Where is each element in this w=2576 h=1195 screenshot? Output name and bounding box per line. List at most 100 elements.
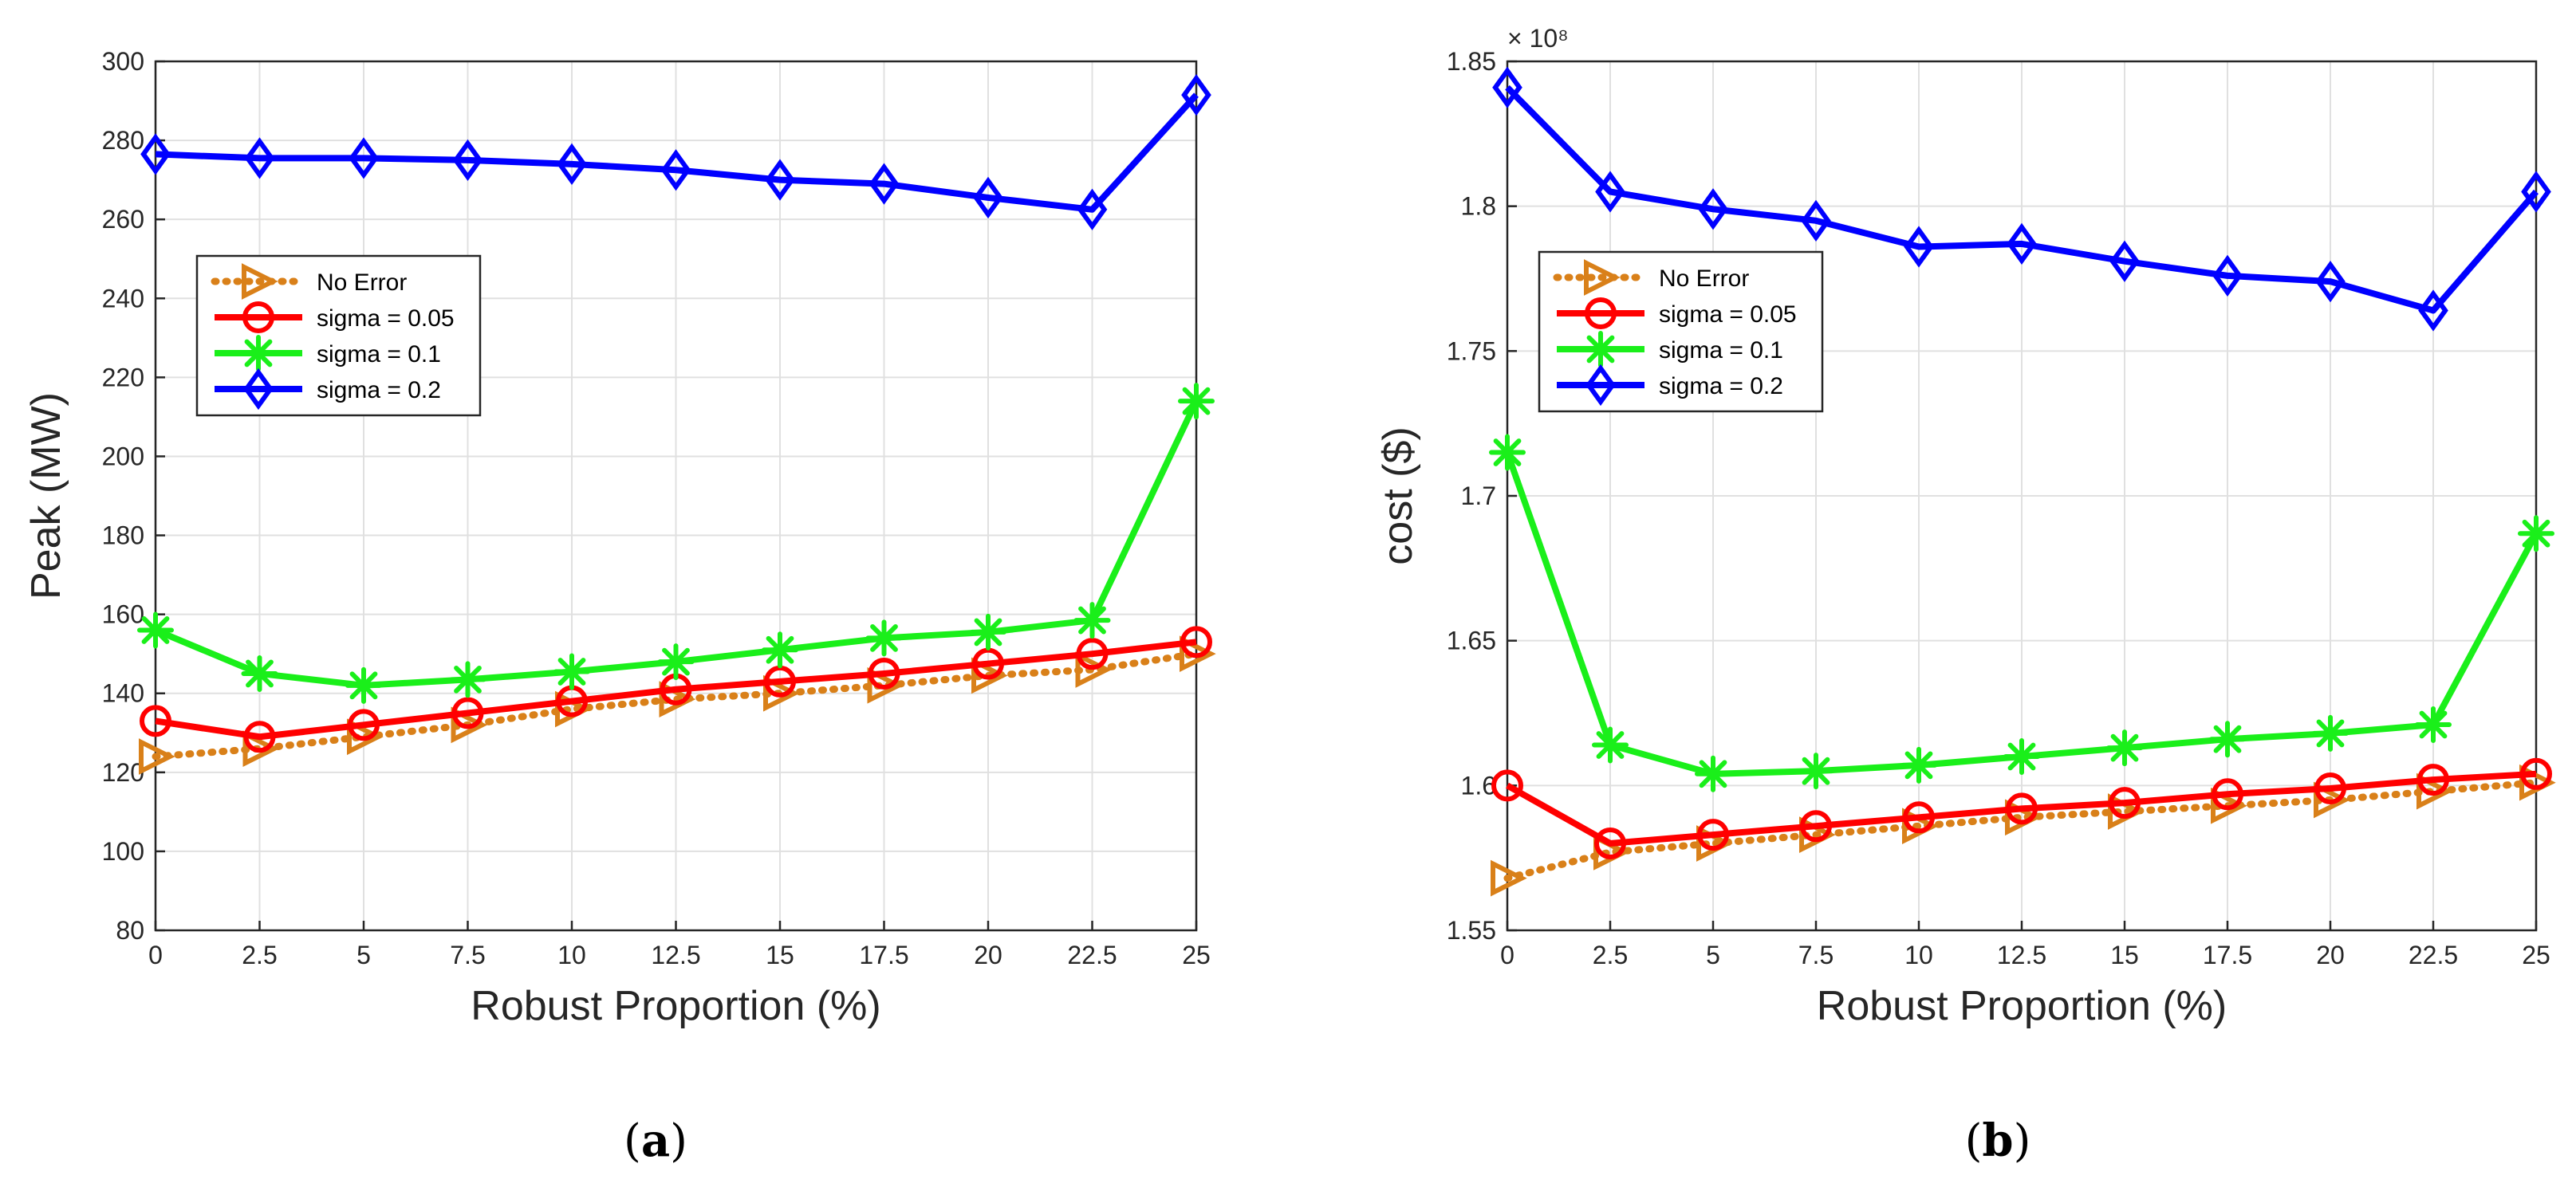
legend-marker <box>1582 331 1619 368</box>
data-point <box>1697 819 1729 851</box>
data-point <box>765 159 795 201</box>
x-tick-label: 7.5 <box>1798 941 1834 969</box>
y-tick-label: 220 <box>102 363 144 391</box>
series-sigma-0-2 <box>1492 66 2551 332</box>
y-tick-label: 1.75 <box>1447 336 1496 365</box>
x-tick-label: 17.5 <box>2203 941 2252 969</box>
data-point <box>241 654 278 692</box>
y-axis-label: cost ($) <box>1375 427 1421 564</box>
data-point <box>451 706 488 744</box>
y-tick-label: 1.55 <box>1447 916 1496 945</box>
legend-marker <box>1585 364 1616 407</box>
data-point <box>1492 66 1522 108</box>
x-axis-label: Robust Proportion (%) <box>1817 983 2227 1029</box>
y-axis: 80 100 120 140 160 180 200 220 240 260 280 300 <box>102 47 165 945</box>
data-point <box>2518 515 2554 552</box>
legend-label: sigma = 0.1 <box>1659 337 1783 364</box>
legend-label: sigma = 0.2 <box>1659 373 1783 399</box>
data-point <box>139 738 175 775</box>
data-point <box>1698 188 1728 230</box>
data-point <box>1695 755 1731 792</box>
series-line <box>1506 770 2537 847</box>
figure-caption: (b) <box>1965 1114 2031 1167</box>
y-tick-label: 200 <box>102 442 144 470</box>
x-tick-label: 15 <box>766 941 794 969</box>
data-point <box>553 653 590 690</box>
chart-a: 0 2.5 5 7.5 10 12.5 15 17.5 20 22.5 25 80 100 120 140 1… <box>23 47 1216 1167</box>
data-point <box>1180 635 1216 673</box>
data-point <box>347 718 384 756</box>
x-tick-label: 12.5 <box>651 941 700 969</box>
data-point <box>2007 222 2037 265</box>
y-tick-label: 240 <box>102 284 144 313</box>
x-tick-label: 12.5 <box>1997 941 2046 969</box>
x-tick-label: 5 <box>1706 941 1720 969</box>
data-point <box>2314 772 2346 804</box>
y-tick-label: 280 <box>102 126 144 155</box>
data-point <box>345 666 382 704</box>
y-tick-label: 140 <box>102 679 144 708</box>
legend-label: sigma = 0.1 <box>317 341 441 368</box>
y-tick-label: 80 <box>116 916 144 945</box>
figure-caption: (a) <box>624 1114 687 1167</box>
data-point <box>1592 726 1629 764</box>
series-line <box>1505 85 2539 314</box>
x-tick-label: 0 <box>1500 941 1514 969</box>
data-point <box>1181 73 1211 116</box>
data-point <box>1798 753 1834 790</box>
data-point <box>451 697 484 729</box>
y-tick-label: 1.85 <box>1447 47 1496 76</box>
data-point <box>1900 746 1937 784</box>
data-point <box>1491 859 1527 897</box>
data-point <box>1075 651 1113 688</box>
data-point <box>2415 706 2452 744</box>
data-point <box>452 139 483 181</box>
data-point <box>1594 827 1626 859</box>
data-point <box>1489 434 1526 471</box>
data-point <box>2418 289 2448 332</box>
series-sigma-0-2 <box>140 73 1211 230</box>
legend-marker <box>240 335 277 371</box>
legend-label: No Error <box>1659 265 1749 292</box>
y-tick-label: 180 <box>102 521 144 550</box>
data-point <box>1800 810 1832 843</box>
x-tick-label: 25 <box>1182 941 1211 969</box>
caption-paren-open: ( <box>624 1115 641 1167</box>
legend-marker <box>242 301 274 333</box>
data-point <box>2006 792 2038 825</box>
caption-letter: a <box>641 1114 670 1167</box>
data-point <box>660 149 691 191</box>
x-axis-label: Robust Proportion (%) <box>471 983 880 1029</box>
data-point <box>243 721 276 753</box>
data-point <box>137 611 174 649</box>
x-tick-label: 10 <box>557 941 586 969</box>
x-axis: 0 2.5 5 7.5 10 12.5 15 17.5 20 22.5 25 <box>1500 921 2550 969</box>
y-exponent-label: × 10⁸ <box>1507 24 1569 53</box>
series-sigma-0-05 <box>1491 757 2552 859</box>
caption-paren-close: ) <box>2014 1115 2031 1167</box>
y-tick-label: 1.8 <box>1461 192 1496 221</box>
x-tick-label: 20 <box>974 941 1002 969</box>
x-tick-label: 7.5 <box>450 941 485 969</box>
x-tick-label: 10 <box>1904 941 1933 969</box>
caption-paren-close: ) <box>670 1115 687 1167</box>
data-point <box>2211 787 2247 824</box>
data-point <box>1076 638 1109 670</box>
legend-label: sigma = 0.05 <box>1659 301 1797 328</box>
x-tick-label: 20 <box>2316 941 2345 969</box>
data-point <box>763 674 800 712</box>
data-point <box>557 143 587 185</box>
data-point <box>1073 602 1111 639</box>
data-point <box>2212 778 2243 811</box>
legend: No Error sigma = 0.05 sigma = 0.1 sigma = 0… <box>195 254 482 417</box>
data-point <box>2315 260 2346 303</box>
data-point <box>1595 171 1625 213</box>
data-point <box>973 176 1003 219</box>
data-point <box>2109 787 2141 820</box>
data-point <box>2209 721 2246 758</box>
legend-marker <box>1584 259 1621 296</box>
data-point <box>1178 383 1215 420</box>
series-line <box>155 639 1197 741</box>
y-tick-label: 120 <box>102 758 144 787</box>
